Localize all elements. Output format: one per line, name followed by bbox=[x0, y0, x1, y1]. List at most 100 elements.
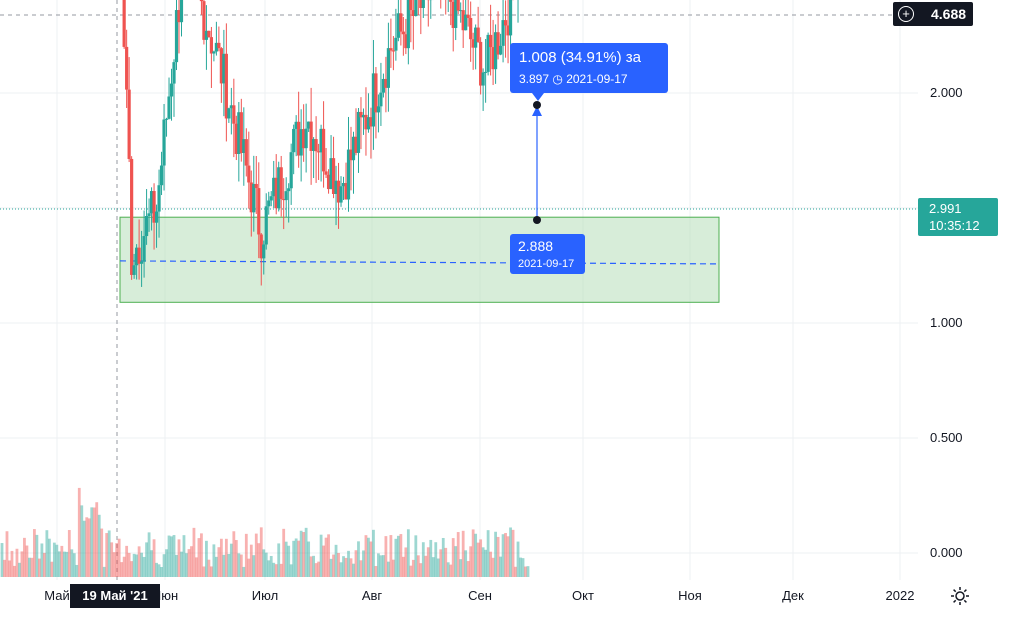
plus-icon[interactable]: + bbox=[898, 6, 914, 22]
volume-bar bbox=[512, 530, 515, 577]
volume-bar bbox=[21, 551, 24, 577]
candle-body bbox=[305, 129, 308, 148]
volume-bar bbox=[472, 529, 475, 577]
candle-body bbox=[155, 212, 158, 223]
candle-body bbox=[449, 0, 452, 2]
candle-body bbox=[252, 184, 255, 212]
volume-bar bbox=[444, 548, 447, 577]
volume-bar bbox=[115, 543, 118, 577]
volume-bar bbox=[270, 556, 273, 577]
volume-bar bbox=[203, 566, 206, 577]
time-tick-label: Июл bbox=[252, 588, 278, 603]
volume-bar bbox=[377, 553, 380, 577]
volume-bar bbox=[60, 546, 63, 577]
volume-bar bbox=[170, 536, 173, 577]
candle-body bbox=[162, 120, 165, 166]
volume-bar bbox=[492, 558, 495, 577]
volume-bar bbox=[397, 536, 400, 577]
candle-body bbox=[489, 35, 492, 47]
high-price-badge[interactable]: + 4.688 bbox=[893, 2, 973, 26]
volume-bar bbox=[3, 560, 6, 577]
candle-body bbox=[180, 0, 183, 22]
volume-bar bbox=[302, 532, 305, 577]
volume-bar bbox=[133, 554, 136, 577]
volume-bar bbox=[375, 566, 378, 577]
volume-bar bbox=[387, 562, 390, 577]
volume-bar bbox=[73, 553, 76, 577]
candle-body bbox=[422, 0, 425, 8]
volume-bar bbox=[130, 561, 133, 577]
volume-bar bbox=[370, 542, 373, 577]
candle-body bbox=[212, 51, 215, 53]
volume-bar bbox=[215, 557, 218, 577]
volume-bar bbox=[36, 535, 39, 577]
candle-body bbox=[467, 15, 470, 18]
volume-bar bbox=[389, 535, 392, 577]
volume-bar bbox=[432, 557, 435, 577]
volume-bar bbox=[183, 535, 186, 577]
volume-bar bbox=[193, 528, 196, 577]
measure-target-price: 3.897 bbox=[519, 72, 549, 86]
candle-body bbox=[123, 0, 126, 47]
volume-bar bbox=[315, 563, 318, 577]
volume-bar bbox=[337, 553, 340, 577]
volume-bar bbox=[407, 529, 410, 577]
candle-body bbox=[402, 32, 405, 35]
volume-bar bbox=[45, 530, 48, 577]
volume-bar bbox=[230, 544, 233, 577]
volume-bar bbox=[225, 539, 228, 577]
volume-bar bbox=[16, 549, 19, 577]
volume-bar bbox=[434, 542, 437, 577]
volume-bar bbox=[439, 549, 442, 577]
volume-bar bbox=[26, 546, 29, 577]
time-tick-label: Дек bbox=[782, 588, 804, 603]
volume-bar bbox=[402, 557, 405, 577]
volume-bar bbox=[312, 556, 315, 577]
volume-bar bbox=[252, 555, 255, 577]
volume-bar bbox=[90, 507, 93, 577]
volume-bar bbox=[240, 555, 243, 577]
candle-body bbox=[245, 139, 248, 165]
volume-bar bbox=[38, 559, 41, 577]
volume-bar bbox=[85, 517, 88, 577]
volume-bar bbox=[108, 530, 111, 577]
volume-bar bbox=[290, 564, 293, 577]
candle-body bbox=[322, 129, 325, 172]
measure-result-box: 1.008 (34.91%) за 3.897 ◷ 2021-09-17 bbox=[510, 43, 668, 93]
candle-body bbox=[217, 43, 220, 48]
volume-bar bbox=[237, 553, 240, 577]
volume-bar bbox=[173, 535, 176, 577]
volume-bar bbox=[220, 539, 223, 577]
volume-bar bbox=[140, 553, 143, 577]
measure-box-pointer bbox=[532, 93, 544, 101]
candle-body bbox=[207, 31, 210, 37]
volume-bar bbox=[190, 546, 193, 577]
volume-bar bbox=[427, 547, 430, 577]
volume-bar bbox=[227, 554, 230, 577]
candle-body bbox=[504, 20, 507, 25]
volume-bar bbox=[65, 552, 68, 577]
candle-body bbox=[255, 184, 258, 188]
volume-bar bbox=[394, 539, 397, 577]
volume-bar bbox=[58, 551, 61, 577]
candle-body bbox=[145, 216, 148, 236]
volume-bar bbox=[360, 560, 363, 577]
candle-body bbox=[147, 213, 150, 216]
volume-bar bbox=[208, 560, 211, 577]
candle-body bbox=[499, 46, 502, 55]
gear-icon[interactable] bbox=[950, 586, 970, 606]
candle-body bbox=[200, 0, 203, 1]
volume-bar bbox=[272, 563, 275, 577]
volume-bar bbox=[352, 564, 355, 577]
volume-bar bbox=[265, 553, 268, 577]
candle-body bbox=[210, 37, 213, 53]
volume-bar bbox=[125, 546, 128, 577]
candle-body bbox=[280, 167, 283, 199]
volume-bar bbox=[519, 558, 522, 577]
measure-start-box: 2.888 2021-09-17 bbox=[510, 234, 585, 274]
volume-bar bbox=[247, 559, 250, 577]
volume-bar bbox=[68, 530, 71, 577]
volume-bar bbox=[285, 542, 288, 577]
